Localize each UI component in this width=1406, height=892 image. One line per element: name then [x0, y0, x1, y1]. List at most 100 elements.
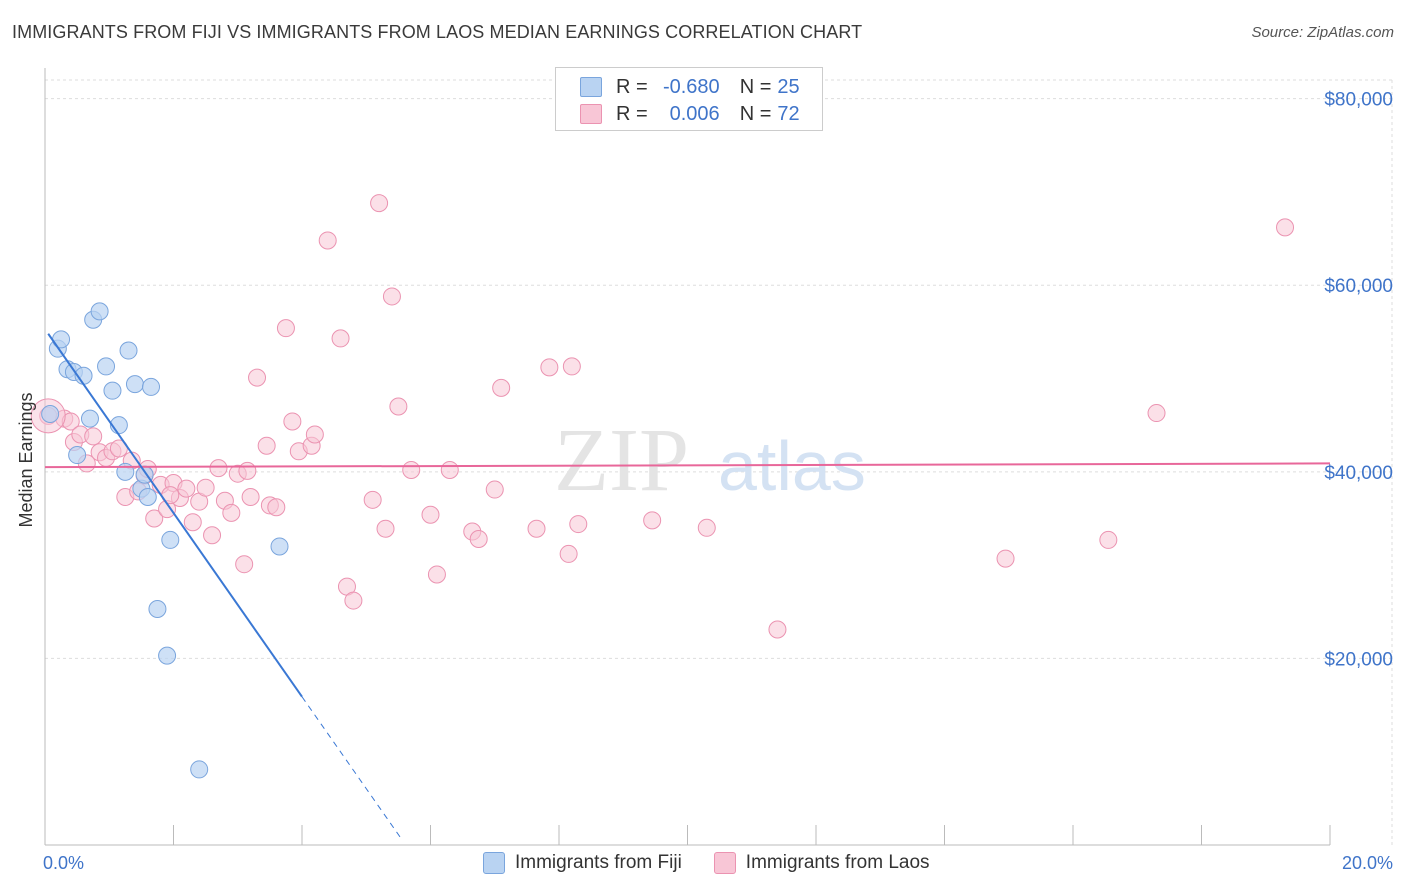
fiji-trend-line: [47, 333, 303, 698]
laos-point: [145, 509, 164, 528]
axes: [44, 68, 1331, 846]
fiji-point: [270, 537, 289, 556]
fiji-swatch: [580, 77, 602, 97]
fiji-legend-label: Immigrants from Fiji: [515, 852, 682, 873]
watermark-zip: ZIP: [554, 411, 689, 510]
laos-point: [344, 591, 363, 610]
laos-n-value: 72: [777, 102, 800, 125]
laos-point: [996, 549, 1015, 568]
laos-point: [257, 436, 276, 455]
trend-lines: [44, 333, 1331, 840]
fiji-r-value: -0.680: [662, 75, 720, 98]
laos-point: [370, 194, 389, 213]
axis-labels: $20,000 $40,000 $60,000 $80,000 0.0% 20.0% Med…: [16, 90, 1393, 873]
laos-points: [30, 194, 1295, 639]
x-min-label: 0.0%: [43, 853, 84, 873]
fiji-legend-swatch: [483, 852, 505, 874]
fiji-n-value: 25: [777, 75, 800, 98]
laos-point: [318, 231, 337, 250]
laos-point: [1276, 218, 1295, 237]
fiji-point: [119, 341, 138, 360]
laos-point: [267, 498, 286, 517]
series-legend-fiji[interactable]: Immigrants from Fiji: [483, 852, 682, 874]
laos-point: [562, 357, 581, 376]
grid-lines: [45, 79, 1393, 845]
laos-point: [305, 425, 324, 444]
fiji-point: [41, 404, 60, 423]
fiji-point: [68, 446, 87, 465]
laos-point: [248, 368, 267, 387]
fiji-point: [125, 375, 144, 394]
laos-point: [283, 412, 302, 431]
laos-point: [1099, 530, 1118, 549]
y-tick-label: $40,000: [1324, 463, 1393, 484]
fiji-point: [190, 760, 209, 779]
laos-point: [276, 319, 295, 338]
laos-point: [196, 478, 215, 497]
fiji-point: [97, 357, 116, 376]
fiji-point: [80, 409, 99, 428]
fiji-point: [116, 462, 135, 481]
laos-r-label: R =: [616, 102, 648, 125]
fiji-point: [161, 530, 180, 549]
laos-point: [238, 461, 257, 480]
laos-point: [402, 460, 421, 479]
laos-point: [1147, 404, 1166, 423]
laos-point: [235, 555, 254, 574]
series-legend: Immigrants from Fiji Immigrants from Lao…: [483, 852, 962, 874]
laos-legend-label: Immigrants from Laos: [745, 852, 930, 873]
laos-point: [697, 518, 716, 537]
watermark: ZIP atlas: [554, 411, 866, 510]
laos-point: [177, 479, 196, 498]
y-tick-label: $60,000: [1324, 276, 1393, 297]
fiji-point: [138, 488, 157, 507]
laos-point: [209, 459, 228, 478]
y-tick-label: $20,000: [1324, 649, 1393, 670]
laos-point: [331, 329, 350, 348]
source-credit: Source: ZipAtlas.com: [1251, 24, 1394, 41]
laos-point: [540, 358, 559, 377]
chart-title: IMMIGRANTS FROM FIJI VS IMMIGRANTS FROM …: [12, 22, 863, 42]
laos-point: [222, 503, 241, 522]
laos-point: [84, 427, 103, 446]
series-legend-laos[interactable]: Immigrants from Laos: [713, 852, 930, 874]
fiji-point: [148, 599, 167, 618]
laos-point: [376, 519, 395, 538]
laos-point: [241, 488, 260, 507]
fiji-point: [142, 377, 161, 396]
laos-n-label: N =: [739, 102, 772, 125]
laos-point: [203, 526, 222, 545]
laos-trend-line: [44, 462, 1331, 469]
laos-point: [469, 530, 488, 548]
y-axis-title: Median Earnings: [16, 392, 36, 527]
laos-point: [421, 505, 440, 524]
legend-row-laos: R = 0.006 N = 72: [580, 101, 800, 127]
fiji-trend-extension: [301, 696, 402, 840]
laos-point: [427, 565, 446, 584]
x-max-label: 20.0%: [1342, 853, 1393, 873]
laos-point: [768, 620, 787, 639]
legend-row-fiji: R = -0.680 N = 25: [580, 74, 800, 100]
fiji-points: [41, 302, 289, 779]
laos-point: [440, 460, 459, 479]
fiji-point: [103, 381, 122, 400]
laos-point: [382, 287, 401, 306]
laos-point: [643, 511, 662, 530]
laos-point: [559, 544, 578, 563]
laos-point: [492, 378, 511, 397]
fiji-point: [90, 302, 109, 321]
laos-point: [527, 519, 546, 538]
y-tick-label: $80,000: [1324, 90, 1393, 111]
laos-point: [363, 490, 382, 509]
laos-point: [389, 397, 408, 416]
laos-point: [485, 480, 504, 499]
laos-legend-swatch: [713, 852, 736, 874]
laos-r-value: 0.006: [669, 102, 720, 125]
laos-point: [183, 513, 202, 532]
correlation-legend: R = -0.680 N = 25 R = 0.006 N = 72: [555, 67, 823, 131]
laos-swatch: [580, 104, 602, 124]
fiji-point: [158, 646, 177, 665]
fiji-r-label: R =: [616, 75, 648, 98]
fiji-n-label: N =: [739, 75, 772, 98]
